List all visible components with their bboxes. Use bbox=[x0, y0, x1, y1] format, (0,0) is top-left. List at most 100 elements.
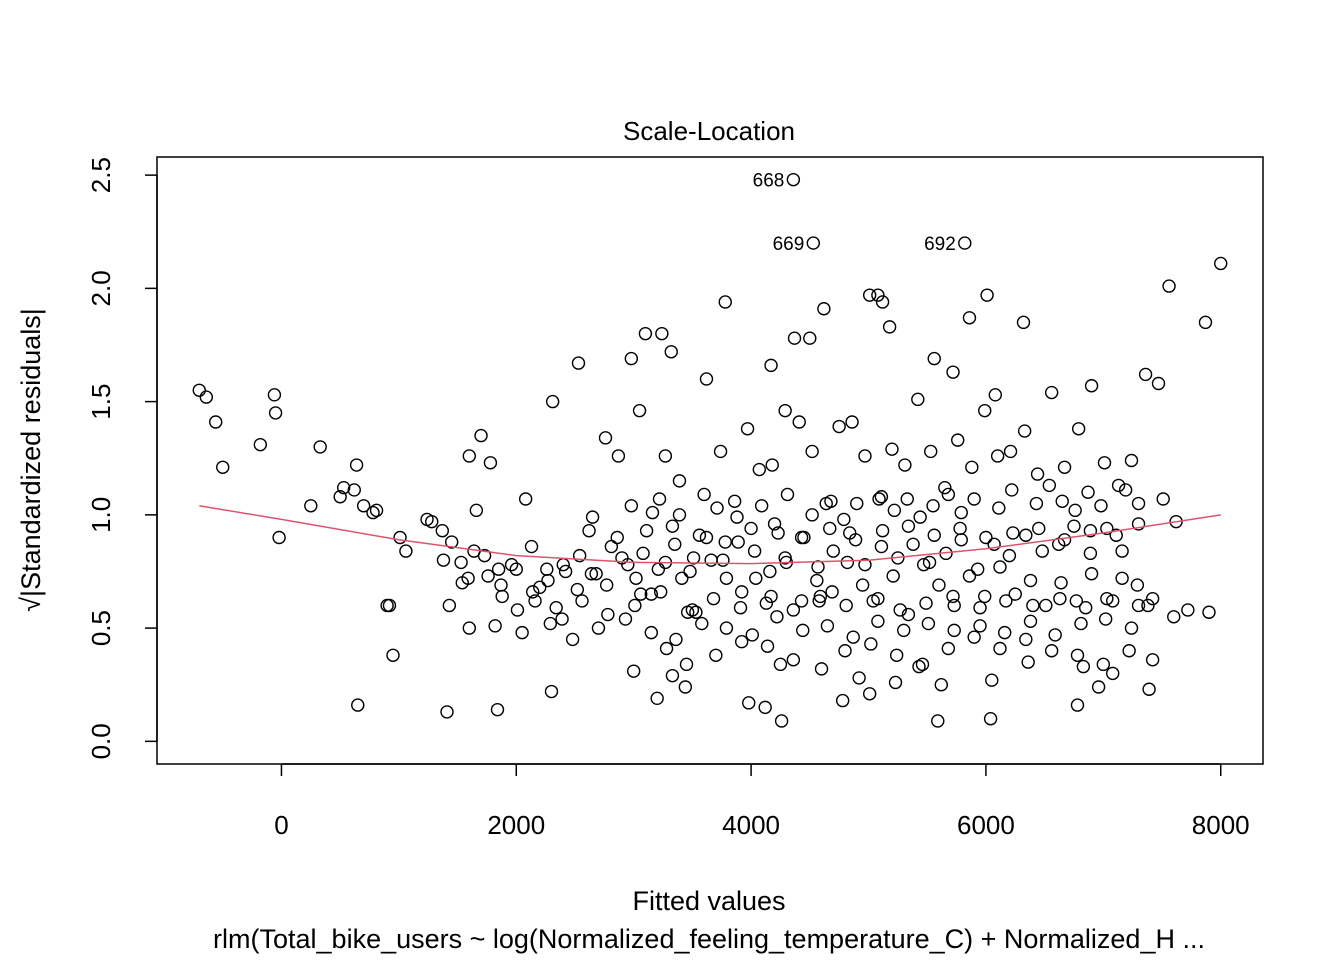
data-point bbox=[919, 596, 933, 610]
data-point bbox=[954, 505, 968, 520]
data-point bbox=[1122, 644, 1136, 658]
data-point bbox=[1100, 591, 1114, 606]
data-point bbox=[927, 528, 941, 542]
outlier-point bbox=[806, 236, 821, 250]
outlier-labels: 668 669 692 bbox=[753, 171, 956, 255]
data-point bbox=[545, 394, 560, 409]
data-point bbox=[980, 288, 994, 302]
data-point bbox=[399, 544, 413, 558]
data-point bbox=[1138, 367, 1153, 382]
data-point bbox=[611, 449, 626, 463]
y-tick-label: 0.5 bbox=[86, 610, 116, 646]
data-point bbox=[719, 621, 734, 635]
data-point bbox=[858, 557, 872, 572]
data-point bbox=[1057, 460, 1072, 474]
data-point bbox=[425, 514, 439, 529]
data-point bbox=[706, 591, 721, 606]
data-point bbox=[887, 503, 902, 518]
data-point bbox=[967, 630, 981, 644]
y-tick-label: 1.0 bbox=[86, 497, 116, 533]
outlier-label: 692 bbox=[924, 234, 956, 255]
data-point bbox=[1071, 422, 1086, 436]
data-point bbox=[803, 331, 817, 345]
data-point bbox=[1070, 648, 1085, 662]
data-point bbox=[440, 705, 454, 719]
data-point bbox=[585, 510, 600, 524]
data-point bbox=[1042, 478, 1057, 493]
data-point bbox=[889, 648, 904, 662]
data-point bbox=[760, 639, 775, 653]
data-point bbox=[898, 458, 912, 472]
data-point bbox=[558, 564, 573, 579]
data-point bbox=[778, 551, 792, 565]
data-point bbox=[855, 578, 870, 592]
data-point bbox=[477, 548, 492, 563]
data-point bbox=[749, 571, 763, 585]
data-point bbox=[792, 415, 806, 429]
data-point bbox=[852, 671, 866, 685]
data-point bbox=[911, 392, 925, 407]
data-point bbox=[886, 569, 900, 583]
data-point bbox=[393, 530, 407, 545]
data-point bbox=[1094, 499, 1108, 513]
data-point bbox=[778, 403, 792, 418]
data-point bbox=[435, 524, 450, 538]
data-point bbox=[1068, 503, 1082, 518]
data-point bbox=[773, 657, 788, 672]
data-point bbox=[742, 696, 756, 710]
data-point bbox=[767, 517, 782, 531]
data-point bbox=[970, 562, 985, 576]
data-point bbox=[774, 714, 789, 728]
data-point bbox=[655, 326, 669, 341]
data-point bbox=[1109, 528, 1123, 542]
data-point bbox=[946, 589, 960, 604]
data-point bbox=[990, 449, 1005, 463]
data-point bbox=[796, 623, 810, 638]
data-point bbox=[983, 712, 998, 726]
data-point bbox=[1044, 385, 1059, 400]
data-point bbox=[1091, 680, 1106, 694]
data-point bbox=[832, 419, 846, 434]
data-point bbox=[826, 544, 840, 558]
data-point bbox=[672, 508, 687, 522]
data-point bbox=[599, 578, 614, 592]
data-point bbox=[268, 406, 283, 420]
data-point bbox=[644, 587, 658, 601]
data-point bbox=[1181, 603, 1195, 617]
data-point bbox=[1098, 612, 1113, 626]
data-point bbox=[1115, 544, 1129, 558]
data-point bbox=[1003, 444, 1018, 459]
data-point bbox=[658, 449, 673, 463]
data-point bbox=[1124, 453, 1139, 468]
data-point bbox=[518, 492, 533, 506]
data-point bbox=[765, 458, 779, 472]
data-point bbox=[199, 390, 214, 404]
data-point bbox=[931, 714, 945, 728]
data-point bbox=[1026, 598, 1040, 613]
data-point bbox=[1074, 616, 1088, 631]
data-point bbox=[253, 437, 268, 452]
data-point bbox=[1145, 591, 1160, 606]
data-point bbox=[629, 571, 643, 585]
data-point bbox=[650, 691, 664, 706]
data-point bbox=[695, 616, 709, 631]
data-point bbox=[978, 403, 992, 418]
data-point bbox=[866, 594, 880, 608]
data-point bbox=[494, 578, 508, 592]
data-point bbox=[488, 619, 502, 633]
data-point bbox=[216, 460, 230, 474]
data-point bbox=[1016, 315, 1031, 330]
data-point bbox=[985, 673, 999, 687]
data-point bbox=[679, 657, 694, 672]
data-point bbox=[669, 632, 683, 647]
data-point bbox=[947, 598, 961, 613]
data-point bbox=[875, 295, 890, 309]
data-point bbox=[1076, 659, 1091, 674]
data-point bbox=[509, 562, 523, 576]
data-point bbox=[850, 496, 864, 511]
data-point bbox=[1069, 594, 1084, 608]
y-tick-label: 1.5 bbox=[86, 384, 116, 420]
data-point bbox=[386, 648, 400, 662]
data-point bbox=[349, 458, 364, 472]
data-point bbox=[610, 530, 624, 545]
